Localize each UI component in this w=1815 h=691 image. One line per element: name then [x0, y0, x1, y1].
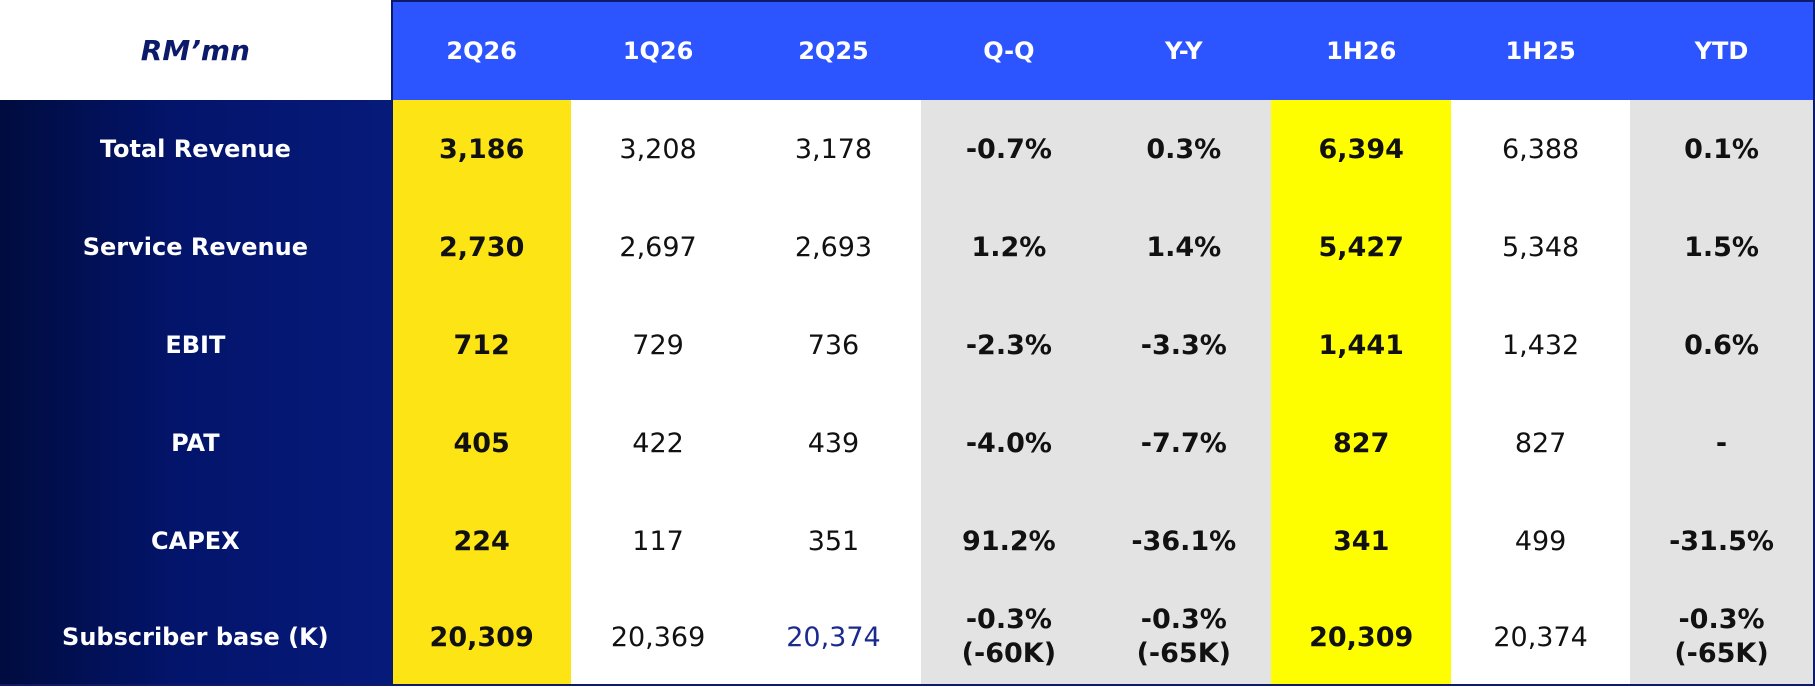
table-row: PAT 405 422 439 -4.0% -7.7% 827 827 -: [0, 394, 1815, 492]
cell-qq: -0.3% (-60K): [921, 590, 1097, 686]
change-percent: -0.3%: [1678, 604, 1765, 635]
row-label: Total Revenue: [0, 100, 393, 198]
cell-1h26: 6,394: [1271, 100, 1452, 198]
col-header-ytd: YTD: [1630, 0, 1815, 100]
change-absolute: (-65K): [1674, 638, 1769, 669]
col-header-2q25: 2Q25: [745, 0, 922, 100]
cell-yy: 1.4%: [1096, 198, 1272, 296]
col-header-1h25: 1H25: [1451, 0, 1631, 100]
table-row: Subscriber base (K) 20,309 20,369 20,374…: [0, 590, 1815, 686]
cell-2q25: 351: [745, 492, 922, 590]
cell-ytd: 0.1%: [1630, 100, 1815, 198]
cell-yy: -36.1%: [1096, 492, 1272, 590]
change-percent: -0.3%: [965, 604, 1052, 635]
cell-yy: -3.3%: [1096, 296, 1272, 394]
cell-qq: -2.3%: [921, 296, 1097, 394]
change-percent: -0.3%: [1140, 604, 1227, 635]
cell-1q26: 2,697: [570, 198, 746, 296]
table-row: Service Revenue 2,730 2,697 2,693 1.2% 1…: [0, 198, 1815, 296]
row-label: PAT: [0, 394, 393, 492]
cell-qq: -0.7%: [921, 100, 1097, 198]
cell-2q26: 2,730: [391, 198, 571, 296]
cell-2q25: 439: [745, 394, 922, 492]
change-absolute: (-65K): [1136, 638, 1231, 669]
cell-1h25: 20,374: [1451, 590, 1631, 686]
row-label: Service Revenue: [0, 198, 393, 296]
cell-qq: 91.2%: [921, 492, 1097, 590]
cell-yy: 0.3%: [1096, 100, 1272, 198]
row-label: CAPEX: [0, 492, 393, 590]
cell-ytd: -: [1630, 394, 1815, 492]
cell-1h25: 6,388: [1451, 100, 1631, 198]
cell-1h26: 827: [1271, 394, 1452, 492]
cell-ytd: 1.5%: [1630, 198, 1815, 296]
cell-1h26: 341: [1271, 492, 1452, 590]
cell-2q26: 3,186: [391, 100, 571, 198]
cell-1h26: 20,309: [1271, 590, 1452, 686]
cell-2q26: 20,309: [391, 590, 571, 686]
unit-label: RM’mn: [0, 1, 393, 100]
cell-2q26: 224: [391, 492, 571, 590]
cell-2q26: 405: [391, 394, 571, 492]
cell-1h25: 1,432: [1451, 296, 1631, 394]
cell-2q25: 2,693: [745, 198, 922, 296]
cell-ytd: 0.6%: [1630, 296, 1815, 394]
cell-1h25: 5,348: [1451, 198, 1631, 296]
cell-2q25: 3,178: [745, 100, 922, 198]
cell-ytd: -31.5%: [1630, 492, 1815, 590]
header-row: RM’mn 2Q26 1Q26 2Q25 Q-Q Y-Y 1H26 1H25 Y…: [0, 0, 1815, 100]
cell-1q26: 3,208: [570, 100, 746, 198]
cell-1q26: 20,369: [570, 590, 746, 686]
row-label: EBIT: [0, 296, 393, 394]
cell-2q25: 20,374: [745, 590, 922, 686]
cell-2q26: 712: [391, 296, 571, 394]
change-absolute: (-60K): [961, 638, 1057, 669]
cell-1h25: 827: [1451, 394, 1631, 492]
cell-1h26: 1,441: [1271, 296, 1452, 394]
col-header-qq: Q-Q: [921, 0, 1097, 100]
cell-1q26: 729: [570, 296, 746, 394]
row-label: Subscriber base (K): [0, 590, 393, 686]
col-header-1h26: 1H26: [1271, 0, 1452, 100]
cell-1q26: 117: [570, 492, 746, 590]
cell-yy: -7.7%: [1096, 394, 1272, 492]
cell-1h26: 5,427: [1271, 198, 1452, 296]
col-header-1q26: 1Q26: [570, 0, 746, 100]
col-header-yy: Y-Y: [1096, 0, 1272, 100]
cell-qq: -4.0%: [921, 394, 1097, 492]
table-row: Total Revenue 3,186 3,208 3,178 -0.7% 0.…: [0, 100, 1815, 198]
cell-ytd: -0.3% (-65K): [1630, 590, 1815, 686]
cell-2q25: 736: [745, 296, 922, 394]
cell-yy: -0.3% (-65K): [1096, 590, 1272, 686]
table-row: EBIT 712 729 736 -2.3% -3.3% 1,441 1,432…: [0, 296, 1815, 394]
col-header-2q26: 2Q26: [391, 0, 571, 100]
table-row: CAPEX 224 117 351 91.2% -36.1% 341 499 -…: [0, 492, 1815, 590]
cell-1h25: 499: [1451, 492, 1631, 590]
cell-qq: 1.2%: [921, 198, 1097, 296]
cell-1q26: 422: [570, 394, 746, 492]
